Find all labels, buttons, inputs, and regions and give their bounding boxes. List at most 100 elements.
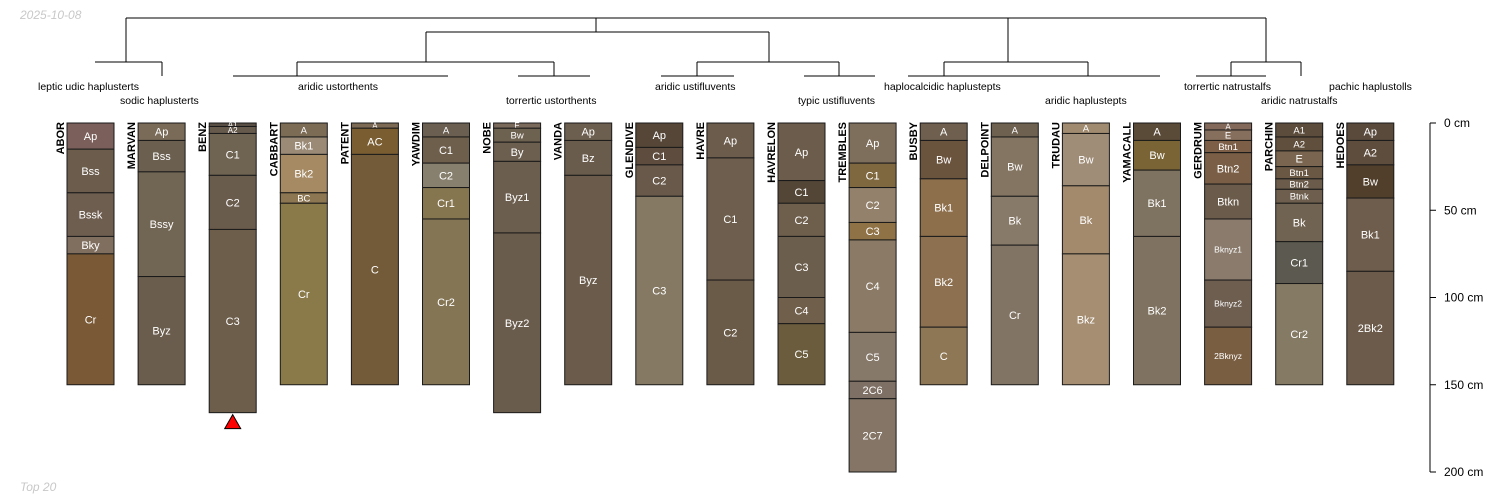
group-label-typic-ustifluvents: typic ustifluvents — [798, 95, 875, 107]
horizon-label: Bk — [1079, 215, 1092, 227]
horizon-label: Ap — [1364, 127, 1377, 139]
horizon-label: Cr — [298, 289, 310, 301]
profile-name-label: YAMACALL — [1122, 122, 1134, 183]
group-label-sodic-haplusterts: sodic haplusterts — [120, 95, 199, 107]
date-stamp: 2025-10-08 — [20, 8, 82, 22]
horizon-label: A2 — [1364, 148, 1377, 160]
horizon-nobe-byz2 — [493, 232, 542, 414]
group-label-aridic-haplustepts: aridic haplustepts — [1045, 95, 1127, 107]
profile-havrelon: Ap C1 C2 C3 C4 C5 HAVRELON — [766, 122, 826, 386]
depth-tick-label: 150 cm — [1444, 378, 1483, 392]
group-label-torrertic-ustorthents: torrertic ustorthents — [506, 95, 596, 107]
horizon-label: C2 — [439, 170, 453, 182]
profile-yawdim: A C1 C2 Cr1 Cr2 YAWDIM — [411, 122, 470, 386]
horizon-delpoint-bw — [990, 136, 1039, 197]
dendrogram — [95, 17, 1302, 77]
horizon-label: C5 — [866, 352, 880, 364]
group-label-aridic-ustorthents: aridic ustorthents — [298, 81, 378, 93]
horizon-trembles-c5 — [848, 331, 897, 382]
horizon-label: Bw — [1363, 176, 1378, 188]
horizon-abor-cr — [66, 253, 115, 386]
horizon-label: C1 — [439, 145, 453, 157]
horizon-hedoes-2bk2 — [1346, 270, 1395, 386]
horizon-nobe-byz1 — [493, 160, 542, 234]
horizon-label: Cr — [1009, 310, 1021, 322]
horizon-havre-c1 — [706, 157, 755, 281]
horizon-label: A — [301, 125, 308, 136]
horizon-label: Ap — [653, 130, 666, 142]
horizon-label: C1 — [866, 170, 880, 182]
horizon-trembles-2c7 — [848, 398, 897, 473]
group-label-haplocalcidic-haplustepts: haplocalcidic haplustepts — [884, 81, 1001, 93]
horizon-glendive-c3 — [635, 195, 684, 386]
horizon-glendive-ap — [635, 122, 684, 148]
horizon-label: Bw — [1078, 155, 1093, 167]
horizon-label: A — [443, 125, 450, 136]
horizon-gerdrum-bknyz1 — [1204, 218, 1253, 281]
profile-havre: Ap C1 C2 HAVRE — [695, 122, 755, 386]
profile-name-label: PATENT — [339, 122, 351, 165]
horizon-label: 2C6 — [863, 385, 883, 397]
horizon-gerdrum-2bknyz — [1204, 326, 1253, 386]
horizon-label: C5 — [794, 349, 808, 361]
horizon-label: A — [1153, 127, 1161, 139]
horizon-label: Bk1 — [294, 141, 313, 153]
horizon-label: E — [1225, 131, 1231, 142]
horizon-label: A2 — [228, 126, 238, 135]
profile-delpoint: A Bw Bk Cr DELPOINT — [979, 122, 1039, 386]
horizon-label: Bk1 — [1148, 198, 1167, 210]
horizon-label: A — [372, 121, 378, 130]
horizon-label: Bk1 — [934, 203, 953, 215]
horizon-label: C4 — [794, 306, 808, 318]
horizon-label: AC — [367, 136, 382, 148]
profile-name-label: CABBART — [268, 122, 280, 177]
horizon-label: Cr — [85, 314, 97, 326]
horizon-label: C2 — [226, 197, 240, 209]
profile-marvan: Ap Bss Bssy Byz MARVAN — [126, 122, 186, 386]
profile-yamacall: A Bw Bk1 Bk2 YAMACALL — [1122, 122, 1181, 386]
horizon-label: Bknyz1 — [1214, 245, 1242, 255]
horizon-hedoes-a2 — [1346, 139, 1395, 166]
profile-name-label: HAVRELON — [766, 122, 778, 183]
horizon-delpoint-bk — [990, 195, 1039, 246]
profile-name-label: GLENDIVE — [624, 122, 636, 178]
horizon-label: Cr2 — [1290, 329, 1308, 341]
horizon-havre-ap — [706, 122, 755, 159]
horizon-havrelon-c2 — [777, 202, 826, 237]
horizon-label: Cr1 — [437, 198, 455, 210]
horizon-label: Bss — [81, 166, 100, 178]
horizon-label: E — [514, 121, 519, 130]
horizon-label: Ap — [866, 138, 879, 150]
profile-vanda: Ap Bz Byz VANDA — [553, 122, 613, 386]
horizon-label: C2 — [866, 200, 880, 212]
profile-name-label: PARCHIN — [1264, 122, 1276, 171]
horizon-label: Byz2 — [505, 318, 529, 330]
horizon-parchin-bk — [1275, 202, 1324, 243]
horizon-havre-c2 — [706, 279, 755, 386]
horizon-label: C2 — [794, 215, 808, 227]
horizon-label: Btn1 — [1218, 142, 1238, 153]
horizon-label: C — [940, 351, 948, 363]
horizon-label: Bss — [152, 151, 171, 163]
horizon-yawdim-c1 — [422, 136, 470, 164]
horizon-cabbart-bk2 — [279, 153, 328, 194]
profile-name-label: VANDA — [553, 122, 565, 160]
profile-trudau: A Bw Bk Bkz TRUDAU — [1050, 122, 1110, 386]
horizon-label: Ap — [155, 127, 168, 139]
horizon-label: A — [1012, 125, 1019, 136]
horizon-label: Ap — [581, 127, 594, 139]
horizon-label: C3 — [794, 262, 808, 274]
horizon-hedoes-bw — [1346, 164, 1395, 199]
horizon-label: A2 — [1293, 139, 1305, 150]
group-label-aridic-natrustalfs: aridic natrustalfs — [1261, 95, 1337, 107]
horizon-trembles-c4 — [848, 239, 897, 333]
profile-name-label: TRUDAU — [1050, 122, 1062, 168]
horizon-busby-c — [919, 326, 968, 386]
horizon-label: C3 — [866, 226, 880, 238]
horizon-label: Cr1 — [1290, 258, 1308, 270]
horizon-label: Bw — [936, 155, 951, 167]
footer-caption: Top 20 — [20, 480, 57, 494]
profile-name-label: BUSBY — [908, 121, 920, 160]
